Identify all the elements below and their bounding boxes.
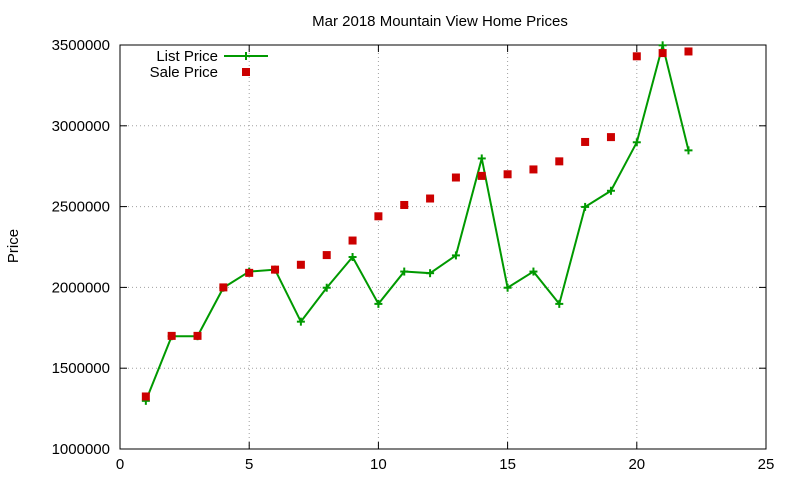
- list-price-point: [400, 267, 409, 276]
- list-price-point: [529, 267, 538, 276]
- list-price-point: [451, 251, 460, 260]
- sale-price-point: [451, 173, 460, 182]
- list-price-line: [144, 45, 690, 402]
- legend-label-list-price: List Price: [156, 48, 218, 65]
- axis-ticks: 0 5 10 15 20 25 1000000 1500000 2000000 2500000 30…: [52, 37, 775, 473]
- plot-frame: [119, 44, 767, 450]
- sale-price-point: [193, 331, 202, 340]
- series-layer: [141, 41, 693, 405]
- x-tick-label: 0: [116, 456, 124, 473]
- sale-price-point: [296, 260, 305, 269]
- sale-price-point: [374, 212, 383, 221]
- sale-price-point: [271, 265, 280, 274]
- y-tick-label: 3000000: [52, 118, 110, 135]
- sale-price-point: [503, 170, 512, 179]
- sale-price-point: [555, 157, 564, 166]
- list-price-point: [348, 253, 357, 262]
- y-tick-label: 3500000: [52, 37, 110, 54]
- list-price-point: [426, 269, 435, 278]
- sale-price-point: [348, 236, 357, 245]
- list-price-point: [296, 317, 305, 326]
- y-axis-label: Price: [5, 229, 22, 263]
- sale-price-point: [477, 171, 486, 180]
- sale-price-point: [632, 52, 641, 61]
- x-tick-label: 5: [245, 456, 253, 473]
- legend-marker-list-price: [242, 52, 250, 60]
- x-tick-label: 20: [628, 456, 645, 473]
- sale-price-point: [219, 283, 228, 292]
- list-price-point: [503, 283, 512, 292]
- legend-label-sale-price: Sale Price: [150, 64, 218, 81]
- list-price-point: [374, 299, 383, 308]
- list-price-point: [322, 283, 331, 292]
- legend-marker-sale-price: [242, 68, 250, 76]
- sale-price-point: [322, 251, 331, 260]
- x-tick-label: 15: [499, 456, 516, 473]
- sale-price-point: [426, 194, 435, 203]
- sale-price-point: [529, 165, 538, 174]
- list-price-point: [555, 299, 564, 308]
- sale-price-point: [684, 47, 693, 56]
- sale-price-point: [658, 49, 667, 58]
- y-tick-label: 1000000: [52, 441, 110, 458]
- grid-lines: [120, 45, 766, 449]
- y-tick-label: 1500000: [52, 360, 110, 377]
- sale-price-point: [245, 268, 254, 277]
- x-tick-label: 25: [758, 456, 775, 473]
- sale-price-point: [141, 392, 150, 401]
- y-tick-label: 2500000: [52, 199, 110, 216]
- list-price-point: [684, 146, 693, 155]
- list-price-point: [606, 186, 615, 195]
- y-tick-label: 2000000: [52, 279, 110, 296]
- list-price-point: [477, 154, 486, 163]
- sale-price-point: [581, 137, 590, 146]
- x-tick-label: 10: [370, 456, 387, 473]
- list-price-point: [632, 138, 641, 147]
- list-price-point: [581, 202, 590, 211]
- sale-price-point: [606, 133, 615, 142]
- sale-price-point: [167, 331, 176, 340]
- sale-price-point: [400, 200, 409, 209]
- list-price-point: [658, 41, 667, 50]
- chart-title: Mar 2018 Mountain View Home Prices: [312, 13, 568, 30]
